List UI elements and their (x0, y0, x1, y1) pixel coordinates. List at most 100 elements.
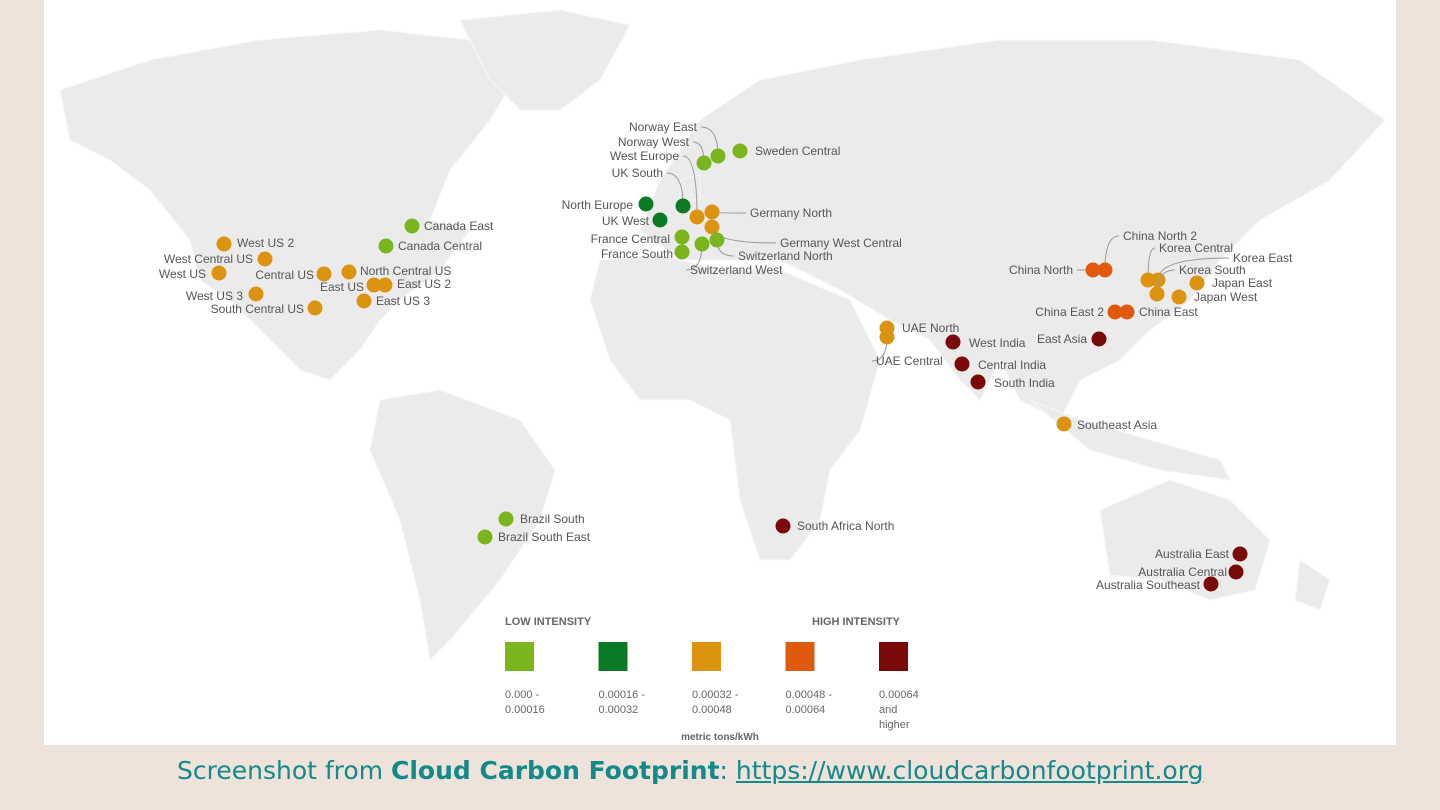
region-marker (1203, 576, 1219, 592)
caption: Screenshot from Cloud Carbon Footprint: … (177, 756, 1203, 785)
region-marker (1085, 262, 1101, 278)
region-label: France Central (591, 232, 670, 246)
region-label: Canada Central (398, 239, 482, 253)
region-marker (1171, 289, 1187, 305)
region-marker (216, 236, 232, 252)
region-marker (378, 238, 394, 254)
region-label: Australia East (1155, 547, 1230, 561)
region-marker (704, 204, 720, 220)
legend-swatch (879, 642, 908, 671)
region-marker (1149, 286, 1165, 302)
region-marker (1232, 546, 1248, 562)
caption-separator: : (719, 756, 736, 785)
region-label: UAE Central (876, 354, 943, 368)
legend-bin-label: 0.000 - 0.00016 (505, 689, 545, 716)
region-marker (674, 244, 690, 260)
legend-bin-label: 0.00016 - 0.00032 (598, 689, 645, 716)
region-label: East US (320, 280, 364, 294)
region-marker (316, 266, 332, 282)
region-marker (257, 251, 273, 267)
region-marker (675, 198, 691, 214)
region-label: Southeast Asia (1077, 418, 1157, 432)
region-marker (970, 374, 986, 390)
region-marker (689, 209, 705, 225)
caption-prefix: Screenshot from (177, 756, 391, 785)
region-label: Central US (255, 268, 314, 282)
region-marker (307, 300, 323, 316)
leader-line (682, 155, 698, 218)
region-marker (879, 329, 895, 345)
region-marker (710, 148, 726, 164)
region-label: Korea South (1179, 263, 1246, 277)
region-label: West Europe (610, 149, 679, 163)
region-marker (709, 232, 725, 248)
region-label: Japan West (1194, 290, 1258, 304)
region-marker (638, 196, 654, 212)
land (59, 9, 1386, 662)
region-marker (477, 529, 493, 545)
region-label: West Central US (164, 252, 253, 266)
region-label: West US (159, 267, 206, 281)
region-label: West US 3 (186, 289, 243, 303)
legend-low: LOW INTENSITY (505, 616, 592, 628)
region-label: Norway East (629, 120, 698, 134)
region-label: China East 2 (1035, 305, 1104, 319)
caption-brand: Cloud Carbon Footprint (391, 756, 720, 785)
region-label: North Europe (562, 198, 634, 212)
region-label: Switzerland North (738, 249, 833, 263)
caption-link[interactable]: https://www.cloudcarbonfootprint.org (735, 756, 1204, 785)
region-label: East Asia (1037, 332, 1087, 346)
region-marker (1119, 304, 1135, 320)
region-label: Brazil South East (498, 530, 591, 544)
region-label: UK South (612, 166, 663, 180)
region-marker (954, 356, 970, 372)
legend-swatch (785, 642, 815, 671)
region-label: Canada East (424, 219, 494, 233)
region-marker (945, 334, 961, 350)
legend-unit: metric tons/kWh (681, 732, 759, 743)
legend-bin-label: 0.00032 - 0.00048 (692, 689, 739, 716)
region-label: Japan East (1212, 276, 1273, 290)
region-label: Central India (978, 358, 1046, 372)
region-marker (652, 212, 668, 228)
region-label: South India (994, 376, 1055, 390)
region-marker (356, 293, 372, 309)
region-marker (1107, 304, 1123, 320)
region-marker (732, 143, 748, 159)
legend-bin-label: 0.00048 - 0.00064 (785, 689, 832, 716)
region-marker (341, 264, 357, 280)
region-marker (211, 265, 227, 281)
region-marker (674, 229, 690, 245)
region-marker (366, 277, 382, 293)
region-label: Sweden Central (755, 144, 840, 158)
region-label: East US 2 (397, 277, 451, 291)
region-label: China North 2 (1123, 229, 1197, 243)
region-label: Germany West Central (780, 236, 902, 250)
region-label: Norway West (618, 135, 690, 149)
region-label: China North (1009, 263, 1073, 277)
region-label: Korea East (1233, 251, 1293, 265)
region-marker (704, 219, 720, 235)
region-label: Australia Southeast (1096, 578, 1201, 592)
legend-swatch (692, 642, 721, 671)
region-marker (1056, 416, 1072, 432)
region-marker (1097, 262, 1113, 278)
region-label: East US 3 (376, 294, 430, 308)
region-label: South Central US (211, 302, 304, 316)
region-label: Australia Central (1138, 565, 1227, 579)
region-marker (377, 277, 393, 293)
region-label: West US 2 (237, 236, 294, 250)
region-marker (775, 518, 791, 534)
region-marker (694, 236, 710, 252)
legend-bin-label: 0.00064 and higher (879, 689, 919, 731)
region-label: UAE North (902, 321, 959, 335)
region-marker (1228, 564, 1244, 580)
legend-swatch (505, 642, 534, 671)
region-marker (696, 155, 712, 171)
region-marker (498, 511, 514, 527)
region-label: UK West (602, 214, 650, 228)
region-marker (1189, 275, 1205, 291)
region-label: South Africa North (797, 519, 894, 533)
